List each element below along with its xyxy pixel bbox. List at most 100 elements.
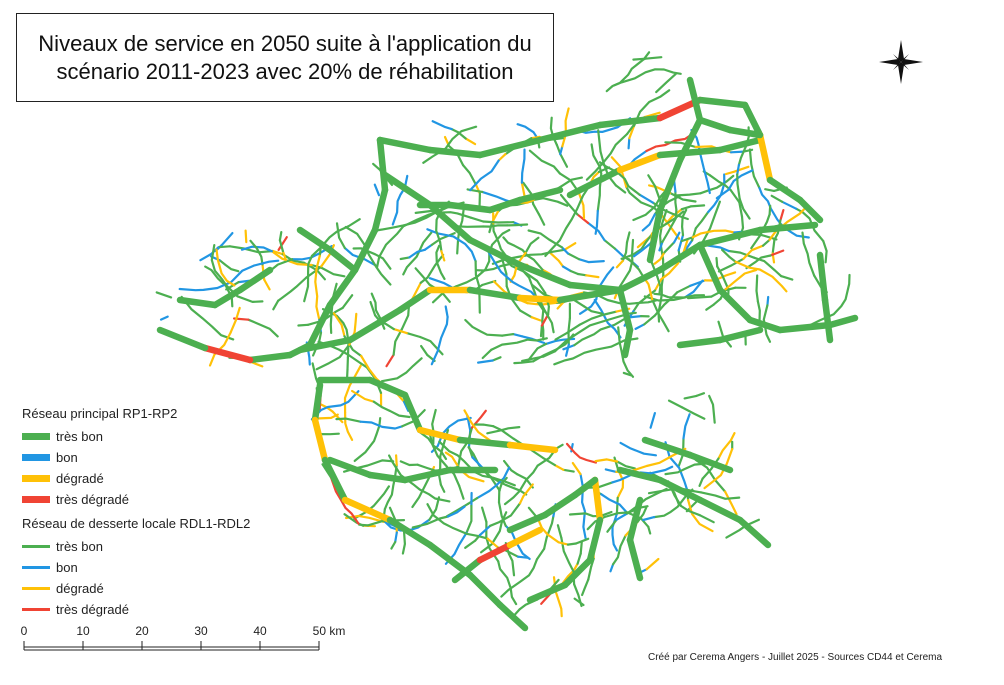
local-road-segment (579, 473, 587, 541)
local-road-segment (680, 205, 692, 211)
local-road-segment (528, 355, 545, 361)
local-road-segment (478, 524, 492, 537)
north-arrow-icon (879, 40, 923, 84)
main-road-segment (716, 286, 754, 324)
local-road-segment (431, 408, 437, 445)
local-road-segment (351, 389, 375, 403)
main-road-segment (486, 196, 524, 214)
local-road-segment (435, 244, 446, 280)
main-road-segment (416, 426, 464, 444)
main-road-segment (561, 556, 594, 589)
local-road-segment (277, 276, 308, 302)
local-road-segment (548, 250, 565, 268)
local-road-segment (358, 523, 369, 527)
local-road-segment (562, 468, 575, 473)
local-road-segment (627, 311, 637, 315)
local-road-segment (645, 557, 660, 571)
local-road-segment (438, 440, 495, 479)
main-road-segment (366, 376, 409, 399)
local-road-segment (392, 328, 408, 335)
local-road-segment (703, 271, 737, 282)
local-road-segment (771, 238, 776, 255)
local-road-segment (310, 390, 360, 421)
local-road-segment (244, 229, 248, 244)
local-road-segment (477, 359, 494, 364)
local-road-segment (210, 244, 239, 298)
local-road-segment (586, 511, 631, 531)
map-credit: Créé par Cerema Angers - Juillet 2025 - … (648, 652, 943, 663)
local-road-segment (578, 310, 618, 326)
local-road-segment (481, 348, 493, 360)
local-road-segment (482, 423, 495, 428)
local-road-segment (278, 231, 283, 242)
local-road-segment (380, 357, 423, 383)
local-road-segment (569, 269, 580, 276)
local-road-segment (497, 501, 507, 527)
local-road-segment (649, 412, 656, 429)
main-road-segment (466, 236, 524, 269)
local-road-segment (491, 356, 502, 362)
main-road-segment (401, 466, 454, 484)
legend-main-swatch-degrade (22, 475, 50, 482)
main-road-segment (591, 476, 604, 524)
local-road-segment (703, 447, 734, 490)
local-road-segment (691, 229, 736, 239)
scale-label: 50 km (312, 624, 346, 638)
local-road-segment (489, 224, 509, 228)
local-road-segment (620, 228, 657, 260)
local-road-segment (474, 534, 481, 542)
local-road-segment (471, 456, 484, 470)
local-road-segment (395, 454, 398, 467)
main-road-segment (426, 201, 474, 244)
local-road-segment (524, 236, 540, 254)
local-road-segment (768, 205, 808, 241)
local-road-segment (458, 484, 465, 500)
local-road-segment (383, 464, 398, 511)
local-road-segment (352, 247, 392, 270)
main-road-segment (566, 166, 624, 199)
local-road-segment (281, 253, 305, 264)
local-road-segment (585, 132, 629, 181)
local-road-segment (682, 413, 691, 440)
local-road-segment (249, 239, 258, 250)
local-road-segment (692, 490, 703, 494)
main-road-segment (516, 261, 574, 289)
local-road-segment (475, 262, 513, 272)
local-road-segment (642, 51, 651, 61)
local-road-segment (255, 247, 264, 266)
local-road-segment (492, 476, 516, 487)
local-road-segment (159, 315, 169, 321)
local-road-segment (681, 406, 706, 420)
local-road-segment (593, 298, 622, 339)
local-road-segment (431, 120, 453, 131)
local-road-segment (553, 464, 565, 471)
local-road-segment (516, 123, 539, 140)
local-road-segment (335, 417, 362, 423)
local-road-segment (303, 254, 314, 303)
local-road-segment (633, 89, 671, 127)
local-road-segment (527, 229, 563, 249)
local-road-segment (561, 265, 572, 273)
scale-label: 0 (20, 624, 28, 638)
local-road-segment (520, 181, 526, 197)
local-road-segment (561, 107, 570, 148)
main-road-segment (821, 296, 834, 344)
local-road-segment (615, 512, 629, 521)
local-road-segment (613, 68, 682, 87)
local-road-segment (391, 461, 451, 503)
local-road-segment (626, 122, 637, 136)
local-road-segment (653, 238, 689, 292)
main-road-segment (696, 496, 744, 524)
local-road-segment (758, 187, 810, 239)
local-road-segment (344, 411, 354, 441)
local-road-segment (599, 150, 617, 187)
legend-main-label: très bon (56, 429, 103, 444)
main-road-segment (656, 146, 724, 159)
local-road-segment (725, 518, 760, 539)
local-road-segment (481, 506, 488, 524)
local-road-segment (497, 560, 518, 606)
local-road-segment (519, 309, 533, 319)
local-road-segment (464, 318, 504, 337)
local-road-segment (755, 289, 759, 303)
local-road-segment (613, 247, 624, 257)
